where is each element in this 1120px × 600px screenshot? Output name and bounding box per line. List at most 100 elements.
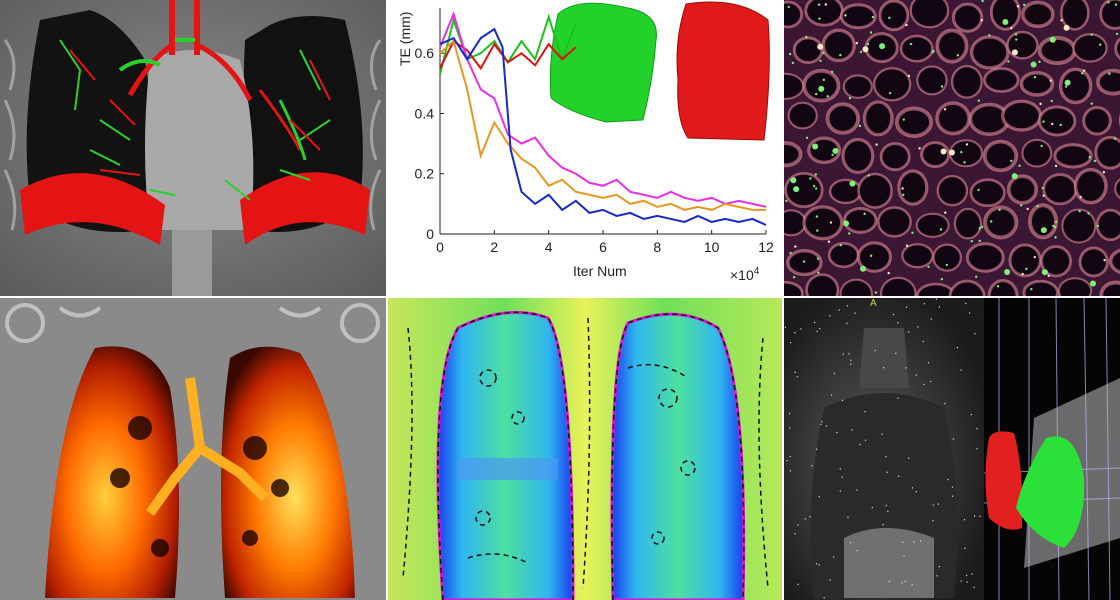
y-tick-label: 0.6 <box>415 45 435 61</box>
fluorescent-dot <box>963 161 966 164</box>
noise-speck <box>850 359 852 361</box>
alveolus-shape <box>1082 106 1112 136</box>
y-axis-label: TE (mm) <box>397 12 413 66</box>
noise-speck <box>839 490 841 492</box>
fluorescent-dot <box>812 184 816 188</box>
fluorescent-dot <box>1099 43 1102 46</box>
noise-speck <box>825 425 827 427</box>
fluorescent-dot <box>1011 173 1018 180</box>
fluorescent-dot <box>826 95 829 98</box>
noise-speck <box>938 565 940 568</box>
alveolus-shape <box>897 169 929 206</box>
alveolus-shape <box>1060 0 1090 31</box>
noise-speck <box>944 402 946 405</box>
fluorescent-dot <box>818 17 821 20</box>
x-tick-label: 4 <box>545 239 553 255</box>
fluorescent-dot <box>1107 1 1110 4</box>
x-tick-label: 12 <box>758 239 774 255</box>
noise-speck <box>814 321 816 324</box>
noise-speck <box>930 380 932 383</box>
noise-speck <box>816 563 818 565</box>
noise-speck <box>816 448 818 450</box>
noise-speck <box>898 475 900 477</box>
noise-speck <box>851 429 853 431</box>
fluorescent-dot <box>867 174 870 177</box>
alveolus-shape <box>1037 35 1077 66</box>
fluorescent-dot <box>905 23 908 27</box>
noise-speck <box>881 433 883 435</box>
noise-speck <box>903 555 905 557</box>
alveolus-shape <box>880 276 917 296</box>
fluorescent-dot <box>965 143 969 146</box>
alveolus-shape <box>1114 178 1120 200</box>
noise-speck <box>974 515 976 517</box>
alveolus-shape <box>1001 99 1043 132</box>
alveolus-shape <box>1096 68 1120 96</box>
fluorescent-dot <box>888 16 891 20</box>
fluorescent-dot <box>988 34 991 37</box>
registration-error-chart: 0 2 4 6 8 10 12 0 0.2 0.4 0.6 TE (mm) Iter Num ×10… <box>397 1 774 283</box>
noise-speck <box>964 547 966 549</box>
noise-speck <box>820 423 822 425</box>
fluorescent-dot <box>785 199 788 203</box>
noise-speck <box>789 470 792 472</box>
fluorescent-dot <box>787 5 790 9</box>
noise-speck <box>938 306 941 308</box>
alveolus-shape <box>1053 143 1093 169</box>
fluorescent-dot <box>1079 195 1082 199</box>
alveolus-shape <box>879 142 911 172</box>
alveolus-shape <box>1078 246 1109 278</box>
series-line-5 <box>439 27 767 226</box>
fluorescent-dot <box>1051 122 1054 126</box>
fluorescent-dot <box>866 42 870 46</box>
fluorescent-dot <box>1049 79 1052 82</box>
alveolus-shape <box>1095 208 1120 242</box>
fluorescent-dot <box>1023 3 1026 7</box>
noise-speck <box>932 504 934 506</box>
fluorescent-dot <box>1081 72 1084 75</box>
noise-speck <box>973 586 975 589</box>
fluorescent-dot <box>975 275 978 278</box>
noise-speck <box>859 443 861 446</box>
fluorescent-dot <box>905 244 909 247</box>
fluorescent-dot <box>1010 27 1013 30</box>
alveolus-shape <box>1108 248 1120 274</box>
noise-speck <box>905 367 907 369</box>
alveolus-shape <box>792 36 824 65</box>
noise-speck <box>936 575 938 577</box>
fluorescent-dot <box>827 240 831 243</box>
alveolus-shape <box>862 100 894 137</box>
fluorescent-dot <box>1036 204 1039 208</box>
microscopy-image <box>784 0 1120 296</box>
alveolus-shape <box>948 279 986 296</box>
noise-speck <box>811 465 813 467</box>
alveolus-shape <box>950 64 983 99</box>
fluorescent-dot <box>1039 102 1042 106</box>
alveolus-shape <box>878 0 910 32</box>
fluorescent-dot <box>858 124 862 128</box>
fluorescent-dot <box>998 208 1001 211</box>
alveolus-shape <box>1099 0 1120 30</box>
fluorescent-dot <box>815 187 818 190</box>
fluorescent-dot <box>1059 123 1062 127</box>
alveolus-shape <box>784 280 804 296</box>
noise-speck <box>804 518 806 520</box>
ct-overlay-panel <box>0 0 386 296</box>
fluorescent-dot <box>818 85 825 92</box>
fluorescent-dot <box>1040 144 1043 148</box>
alveolus-shape <box>983 205 1019 240</box>
noise-speck <box>794 371 796 373</box>
noise-speck <box>895 352 897 354</box>
noise-speck <box>839 468 841 470</box>
alveolus-shape <box>915 282 956 296</box>
green-lung-rendering <box>549 2 657 123</box>
fluorescent-dot <box>940 85 944 88</box>
noise-speck <box>832 556 835 558</box>
noise-speck <box>930 318 932 320</box>
noise-speck <box>846 322 848 324</box>
alveolus-shape <box>1042 173 1078 206</box>
alveolus-shape <box>1019 71 1055 97</box>
ventilation-image <box>0 298 386 600</box>
noise-speck <box>960 580 962 582</box>
